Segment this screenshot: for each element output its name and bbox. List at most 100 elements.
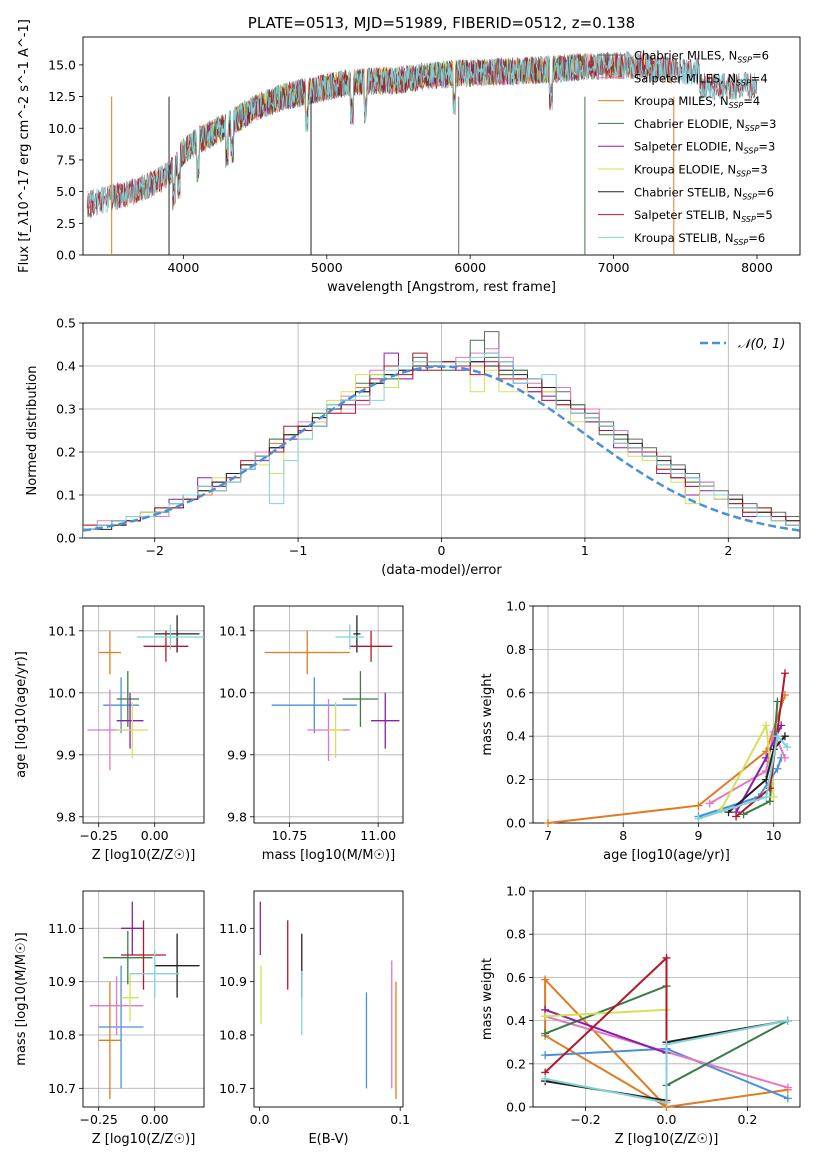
- weight-marker: [544, 819, 553, 827]
- x-tick-label: −0.25: [80, 828, 118, 843]
- x-tick-label: 0.0: [657, 1112, 677, 1127]
- axes-frame: [253, 605, 404, 824]
- grid: [83, 891, 204, 1107]
- y-tick-label: 9.8: [56, 809, 76, 824]
- weight-marker: [773, 732, 782, 741]
- y-tick-label: 10.0: [219, 685, 247, 700]
- y-axis-label: age [log10(age/yr)]: [14, 651, 29, 778]
- chart-age-vs-metallicity: −0.25 0.00 9.8 9.9 10.0 10.1 Z [log10(Z/Z☉)] ag…: [14, 605, 205, 863]
- chart-mass-vs-metallicity: −0.25 0.00 10.7 10.8 10.9 11.0 Z [log10(Z/Z☉)]…: [14, 890, 205, 1147]
- x-axis-label: mass [log10(M/M☉)]: [262, 848, 395, 863]
- errorbars: [89, 901, 200, 1099]
- weight-marker: [705, 799, 714, 808]
- legend: Chabrier MILES, NSSP=6 Salpeter MILES, NS…: [598, 49, 776, 247]
- weight-line: [544, 1008, 667, 1054]
- y-tick-label: 10.8: [219, 1028, 247, 1043]
- weight-marker: [739, 810, 748, 819]
- x-tick-label: 4000: [167, 260, 199, 275]
- axes-frame: [532, 605, 801, 824]
- spectrum-lines: [86, 51, 758, 255]
- x-tick-label: 7: [544, 828, 552, 843]
- axes-frame: [82, 605, 205, 824]
- axes-frame: [82, 322, 801, 539]
- x-axis-label: Z [log10(Z/Z☉)]: [92, 848, 196, 863]
- x-tick-label: 7000: [598, 260, 630, 275]
- x-axis-label: Z [log10(Z/Z☉)]: [615, 1132, 719, 1147]
- y-tick-label: 12.5: [48, 89, 76, 104]
- legend-entry: Salpeter MILES, NSSP=4: [634, 71, 768, 87]
- weight-marker: [541, 1029, 550, 1038]
- y-tick-label: 11.0: [219, 921, 247, 936]
- legend-entry: Kroupa ELODIE, NSSP=3: [634, 163, 768, 179]
- weight-marker: [662, 1098, 671, 1107]
- weight-marker: [662, 953, 671, 962]
- x-tick-label: 1: [581, 543, 589, 558]
- y-tick-label: 0.3: [56, 402, 76, 417]
- x-tick-label: 0.2: [737, 1112, 757, 1127]
- chart-mass-weight-vs-metallicity: −0.2 0.0 0.2 0.0 0.2 0.4 0.6 0.8 1.0 Z [log10(Z/Z…: [480, 884, 801, 1147]
- y-tick-label: 0.2: [506, 1056, 526, 1071]
- x-tick-label: 0.00: [141, 1112, 169, 1127]
- y-tick-label: 9.9: [227, 747, 247, 762]
- y-tick-label: 0.8: [506, 642, 526, 657]
- chart-title: PLATE=0513, MJD=51989, FIBERID=0512, z=0…: [248, 14, 635, 32]
- y-tick-label: 0.2: [506, 772, 526, 787]
- grid: [83, 606, 204, 823]
- legend-entry: Chabrier STELIB, NSSP=6: [634, 185, 774, 201]
- normal-curve: [83, 365, 800, 532]
- x-tick-label: 11.00: [360, 828, 396, 843]
- weight-marker: [762, 792, 771, 801]
- y-tick-label: 9.8: [227, 809, 247, 824]
- y-tick-label: 0.0: [56, 248, 76, 263]
- y-tick-label: 0.4: [506, 729, 526, 744]
- grid: [533, 605, 800, 824]
- chart-age-vs-mass: 10.75 11.00 9.8 9.9 10.0 10.1 mass [log10(M/M☉…: [219, 605, 404, 863]
- y-tick-label: 10.7: [48, 1081, 76, 1096]
- y-tick-label: 0.0: [506, 1100, 526, 1115]
- axes-frame: [82, 36, 801, 256]
- legend-entry: Kroupa MILES, NSSP=4: [634, 94, 760, 110]
- y-tick-label: 0.1: [56, 488, 76, 503]
- y-tick-label: 0.2: [56, 445, 76, 460]
- x-axis-label: Z [log10(Z/Z☉)]: [92, 1132, 196, 1147]
- x-tick-label: 10: [766, 828, 782, 843]
- weight-line: [698, 734, 788, 820]
- weight-line: [547, 694, 786, 824]
- y-tick-label: 9.9: [56, 747, 76, 762]
- weight-line: [544, 1019, 789, 1104]
- y-tick-label: 10.0: [48, 121, 76, 136]
- y-axis-label: Flux [f_λ10^-17 erg cm^-2 s^-1 A^-1]: [17, 19, 32, 273]
- legend-entry: Chabrier ELODIE, NSSP=3: [634, 117, 776, 133]
- x-tick-label: −2: [145, 543, 163, 558]
- x-tick-label: 0.1: [390, 1112, 410, 1127]
- y-axis-label: Normed distribution: [25, 366, 40, 496]
- errorbars: [264, 615, 400, 761]
- weight-marker: [773, 764, 782, 773]
- x-axis-label: (data-model)/error: [381, 563, 502, 578]
- y-tick-label: 0.8: [506, 927, 526, 942]
- y-tick-label: 11.0: [48, 921, 76, 936]
- x-tick-label: −0.25: [80, 1112, 118, 1127]
- y-tick-label: 10.8: [48, 1028, 76, 1043]
- weight-marker: [541, 1012, 550, 1021]
- y-tick-label: 0.6: [506, 685, 526, 700]
- chart-spectrum: PLATE=0513, MJD=51989, FIBERID=0512, z=0…: [17, 14, 801, 295]
- y-tick-label: 10.9: [219, 974, 247, 989]
- x-axis-label: wavelength [Angstrom, rest frame]: [327, 280, 556, 295]
- weight-marker: [541, 1074, 550, 1083]
- x-tick-label: 0.00: [141, 828, 169, 843]
- x-axis-label: E(B-V): [308, 1132, 348, 1147]
- weight-marker: [732, 812, 741, 821]
- spectrum-series: [87, 51, 758, 214]
- x-tick-label: −1: [289, 543, 307, 558]
- y-tick-label: 0.6: [506, 970, 526, 985]
- y-tick-label: 15.0: [48, 57, 76, 72]
- weight-marker: [783, 1016, 792, 1025]
- legend-entry: 𝒩(0, 1): [738, 337, 785, 352]
- errorbars: [259, 901, 397, 1099]
- weight-marker: [541, 975, 550, 984]
- chart-mass-vs-extinction: 0.0 0.1 10.7 10.8 10.9 11.0 E(B-V): [219, 890, 410, 1147]
- weight-marker: [769, 792, 778, 801]
- weight-marker: [694, 814, 703, 823]
- weight-marker: [780, 732, 789, 741]
